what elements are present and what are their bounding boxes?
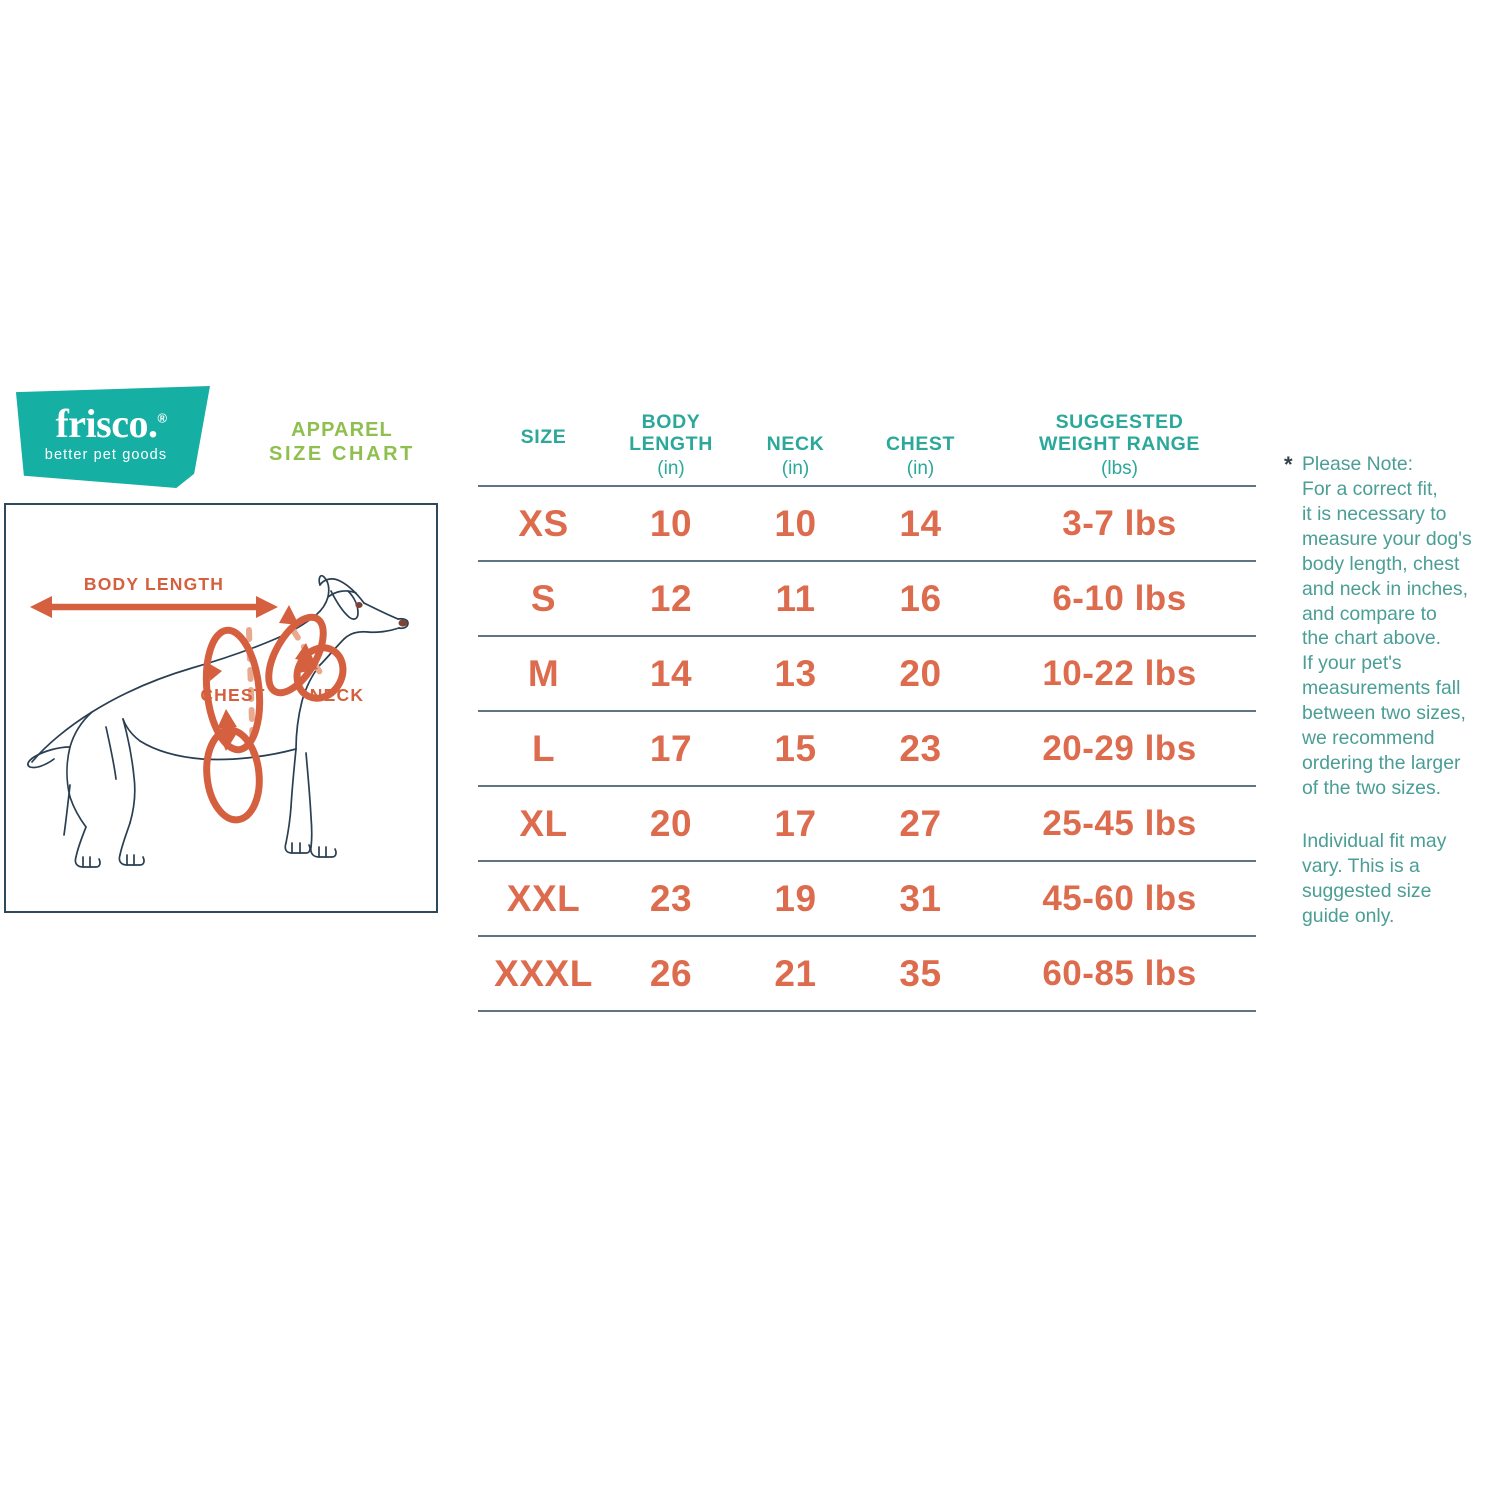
logo-wordmark-text: frisco (55, 401, 148, 446)
chest-cell: 27 (858, 784, 983, 861)
asterisk-icon: * (1284, 452, 1293, 477)
table-header-row: SIZE BODY LENGTH (in) NECK (in) CHEST (in… (478, 411, 1256, 486)
dog-diagram-svg: BODY LENGTH CHEST NECK (27, 574, 409, 868)
size-cell: XXL (478, 859, 609, 936)
body-length-cell: 17 (609, 709, 733, 786)
size-cell: XXXL (478, 934, 609, 1012)
weight-range-cell: 60-85 lbs (983, 934, 1256, 1012)
body-length-cell: 20 (609, 784, 733, 861)
table-row: L 17 15 23 20-29 lbs (478, 709, 1256, 786)
weight-range-cell: 25-45 lbs (983, 784, 1256, 861)
column-header-chest: CHEST (in) (858, 412, 983, 486)
table-row: XL 20 17 27 25-45 lbs (478, 784, 1256, 861)
note-primary-text: Please Note: For a correct fit, it is ne… (1302, 453, 1472, 799)
table-body: XS 10 10 14 3-7 lbs S 12 11 16 6-10 lbs M 14 13 20 10-… (478, 484, 1256, 1012)
column-header-weight-range-label: SUGGESTED WEIGHT RANGE (1038, 411, 1201, 455)
logo-wordmark: frisco.® (12, 404, 210, 444)
neck-loop-icon (265, 605, 347, 702)
logo-tagline: better pet goods (44, 447, 168, 463)
brand-logo: frisco.® better pet goods (12, 386, 210, 488)
column-header-neck-label: NECK (766, 432, 825, 455)
neck-cell: 10 (733, 484, 858, 561)
neck-cell: 15 (733, 709, 858, 786)
size-cell: L (478, 709, 609, 786)
column-header-weight-range: SUGGESTED WEIGHT RANGE (lbs) (983, 411, 1256, 486)
column-header-body-length: BODY LENGTH (in) (609, 411, 733, 486)
size-cell: M (478, 634, 609, 711)
column-header-chest-label: CHEST (885, 432, 956, 455)
size-cell: XS (478, 484, 609, 561)
weight-range-cell: 3-7 lbs (983, 484, 1256, 561)
body-length-arrow-icon (30, 596, 278, 618)
column-header-neck-unit: (in) (781, 457, 810, 479)
size-chart-table: SIZE BODY LENGTH (in) NECK (in) CHEST (in… (478, 411, 1256, 1012)
column-header-size: SIZE (478, 412, 609, 486)
column-header-neck: NECK (in) (733, 412, 858, 486)
logo-period: . (147, 401, 158, 446)
note-secondary-text: Individual fit may vary. This is a sugge… (1302, 829, 1447, 927)
neck-cell: 13 (733, 634, 858, 711)
neck-cell: 19 (733, 859, 858, 936)
body-length-cell: 26 (609, 934, 733, 1012)
table-row: XXL 23 19 31 45-60 lbs (478, 859, 1256, 936)
table-row: XS 10 10 14 3-7 lbs (478, 484, 1256, 561)
chest-cell: 23 (858, 709, 983, 786)
body-length-cell: 10 (609, 484, 733, 561)
chest-label: CHEST (200, 685, 265, 705)
size-cell: S (478, 559, 609, 636)
apparel-size-table: SIZE BODY LENGTH (in) NECK (in) CHEST (in… (478, 411, 1256, 1012)
chest-cell: 14 (858, 484, 983, 561)
page-title-line2: SIZE CHART (269, 443, 415, 466)
body-length-label: BODY LENGTH (84, 574, 224, 594)
weight-range-cell: 45-60 lbs (983, 859, 1256, 936)
neck-label: NECK (310, 685, 364, 705)
chest-loop-icon (202, 626, 264, 824)
table-row: XXXL 26 21 35 60-85 lbs (478, 934, 1256, 1012)
weight-range-cell: 20-29 lbs (983, 709, 1256, 786)
chest-cell: 35 (858, 934, 983, 1012)
dog-outline-icon (27, 574, 409, 868)
body-length-cell: 23 (609, 859, 733, 936)
neck-cell: 17 (733, 784, 858, 861)
logo-banner-shape (15, 386, 210, 488)
neck-cell: 21 (733, 934, 858, 1012)
please-note-block: * Please Note: For a correct fit, it is … (1284, 452, 1489, 929)
column-header-weight-range-unit: (lbs) (1101, 457, 1138, 479)
size-cell: XL (478, 784, 609, 861)
chest-cell: 16 (858, 559, 983, 636)
column-header-body-length-label: BODY LENGTH (629, 411, 713, 455)
chest-cell: 31 (858, 859, 983, 936)
column-header-size-label: SIZE (520, 426, 567, 449)
page-title: APPAREL SIZE CHART (262, 418, 422, 467)
table-row: M 14 13 20 10-22 lbs (478, 634, 1256, 711)
body-length-cell: 12 (609, 559, 733, 636)
body-length-cell: 14 (609, 634, 733, 711)
dog-measurement-diagram: BODY LENGTH CHEST NECK (4, 503, 438, 913)
table-header: SIZE BODY LENGTH (in) NECK (in) CHEST (in… (478, 411, 1256, 486)
weight-range-cell: 6-10 lbs (983, 559, 1256, 636)
column-header-chest-unit: (in) (906, 457, 935, 479)
table-row: S 12 11 16 6-10 lbs (478, 559, 1256, 636)
weight-range-cell: 10-22 lbs (983, 634, 1256, 711)
column-header-body-length-unit: (in) (657, 457, 685, 479)
registered-trademark-icon: ® (157, 410, 167, 426)
neck-cell: 11 (733, 559, 858, 636)
page-title-line1: APPAREL (291, 419, 393, 441)
chest-cell: 20 (858, 634, 983, 711)
